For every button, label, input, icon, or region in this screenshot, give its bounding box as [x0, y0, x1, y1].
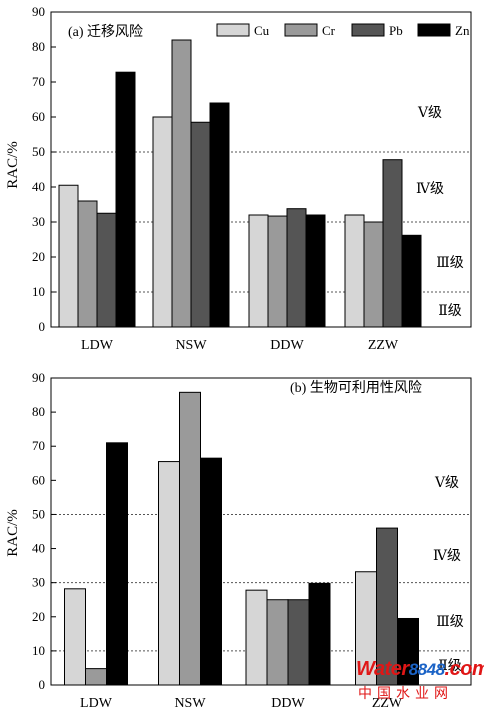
y-tick-label-a-10: 10	[32, 284, 45, 299]
level-label-b-5: Ⅴ级	[434, 475, 459, 491]
y-tick-label-b-40: 40	[32, 541, 45, 556]
watermark-number: 8848	[408, 660, 445, 679]
bar-a-ldw-cu	[58, 184, 79, 328]
watermark-subtitle: 中国水业网	[358, 686, 453, 702]
x-category-label-a-nsw: NSW	[175, 338, 207, 353]
bar-a-zzw-pb	[382, 159, 403, 328]
y-tick-label-a-70: 70	[32, 74, 45, 89]
y-tick-label-a-60: 60	[32, 109, 45, 124]
y-tick-label-b-20: 20	[32, 609, 45, 624]
y-tick-label-b-80: 80	[32, 404, 45, 419]
x-category-label-a-zzw: ZZW	[368, 338, 399, 353]
bar-a-ldw-cr	[77, 200, 98, 328]
watermark-brand: Water	[356, 658, 409, 680]
chart-panel-a: 0 10 20 30 40 50 60 70 80 90 LDW NSW DDW ZZW	[32, 4, 472, 353]
bar-a-nsw-cr	[171, 39, 192, 328]
level-label-a-4: Ⅳ级	[416, 181, 444, 197]
bar-a-ddw-cu	[248, 214, 269, 328]
y-tick-label-a-80: 80	[32, 39, 45, 54]
x-category-label-b-ddw: DDW	[271, 696, 305, 709]
bar-a-nsw-cu	[152, 116, 173, 328]
legend-swatch-pb	[351, 23, 385, 37]
bar-b-zzw-zn	[397, 617, 419, 686]
x-category-label-a-ldw: LDW	[81, 338, 114, 353]
bar-a-ddw-cr	[267, 215, 288, 328]
bar-b-ddw-pb	[287, 599, 310, 686]
chart-panel-b: 0 10 20 30 40 50 60 70 80 90 LDW NSW DDW ZZW	[32, 370, 472, 709]
y-tick-label-b-0: 0	[39, 677, 46, 692]
panel-title-b: (b) 生物可利用性风险	[290, 380, 422, 396]
y-tick-label-b-90: 90	[32, 370, 45, 385]
y-tick-label-a-50: 50	[32, 144, 45, 159]
bar-b-nsw-cr	[179, 391, 201, 686]
watermark-logo: Water8848.com	[356, 658, 484, 681]
bar-a-ddw-pb	[286, 208, 307, 328]
bar-b-ldw-zn	[106, 442, 128, 686]
x-category-label-b-zzw: ZZW	[372, 696, 403, 709]
bar-b-nsw-cu	[158, 461, 180, 686]
legend-swatch-cu	[216, 23, 250, 37]
y-tick-label-b-30: 30	[32, 575, 45, 590]
bar-b-ldw-cu	[64, 588, 86, 686]
y-tick-label-a-90: 90	[32, 4, 45, 19]
watermark: Water8848.com 中国水业网	[356, 658, 484, 706]
bar-b-ddw-zn	[308, 582, 331, 686]
watermark-dotcom: .com	[444, 658, 484, 680]
level-label-a-3: Ⅲ级	[436, 255, 464, 271]
bar-a-nsw-zn	[209, 102, 230, 328]
legend-swatch-cr	[284, 23, 318, 37]
y-tick-label-b-70: 70	[32, 438, 45, 453]
bar-a-zzw-cu	[344, 214, 365, 328]
level-label-a-5: Ⅴ级	[417, 105, 442, 121]
level-label-b-3: Ⅲ级	[436, 614, 464, 630]
legend-swatch-zn	[417, 23, 451, 37]
y-axis-title-a: RAC/%	[5, 141, 21, 189]
legend-label-cu: Cu	[254, 23, 270, 38]
y-tick-label-b-60: 60	[32, 472, 45, 487]
bar-a-zzw-zn	[401, 234, 422, 328]
bar-a-zzw-cr	[363, 221, 384, 328]
bar-a-nsw-pb	[190, 121, 211, 328]
x-category-label-b-ldw: LDW	[80, 696, 113, 709]
legend-label-zn: Zn	[455, 23, 470, 38]
level-label-b-2: Ⅱ级	[438, 658, 462, 674]
y-tick-label-a-30: 30	[32, 214, 45, 229]
bar-a-ldw-pb	[96, 212, 117, 328]
y-tick-label-a-40: 40	[32, 179, 45, 194]
legend: Cu Cr Pb Zn	[216, 23, 470, 38]
y-tick-label-b-10: 10	[32, 643, 45, 658]
bar-a-ldw-zn	[115, 71, 136, 328]
legend-label-cr: Cr	[322, 23, 336, 38]
panel-title-a: (a) 迁移风险	[68, 24, 143, 40]
y-tick-label-b-50: 50	[32, 506, 45, 521]
bar-b-nsw-zn	[200, 457, 222, 686]
y-tick-label-a-0: 0	[39, 319, 46, 334]
bar-b-ldw-cr	[85, 668, 107, 686]
x-category-label-b-nsw: NSW	[174, 696, 206, 709]
level-label-b-4: Ⅳ级	[433, 548, 461, 564]
bar-a-ddw-zn	[305, 214, 326, 328]
bar-b-zzw-pb	[376, 527, 398, 686]
bar-b-ddw-cr	[266, 599, 289, 686]
legend-label-pb: Pb	[389, 23, 403, 38]
y-tick-label-a-20: 20	[32, 249, 45, 264]
level-label-a-2: Ⅱ级	[438, 303, 462, 319]
x-category-label-a-ddw: DDW	[270, 338, 304, 353]
y-axis-title-b: RAC/%	[5, 509, 21, 557]
bar-b-ddw-cu	[245, 589, 268, 686]
